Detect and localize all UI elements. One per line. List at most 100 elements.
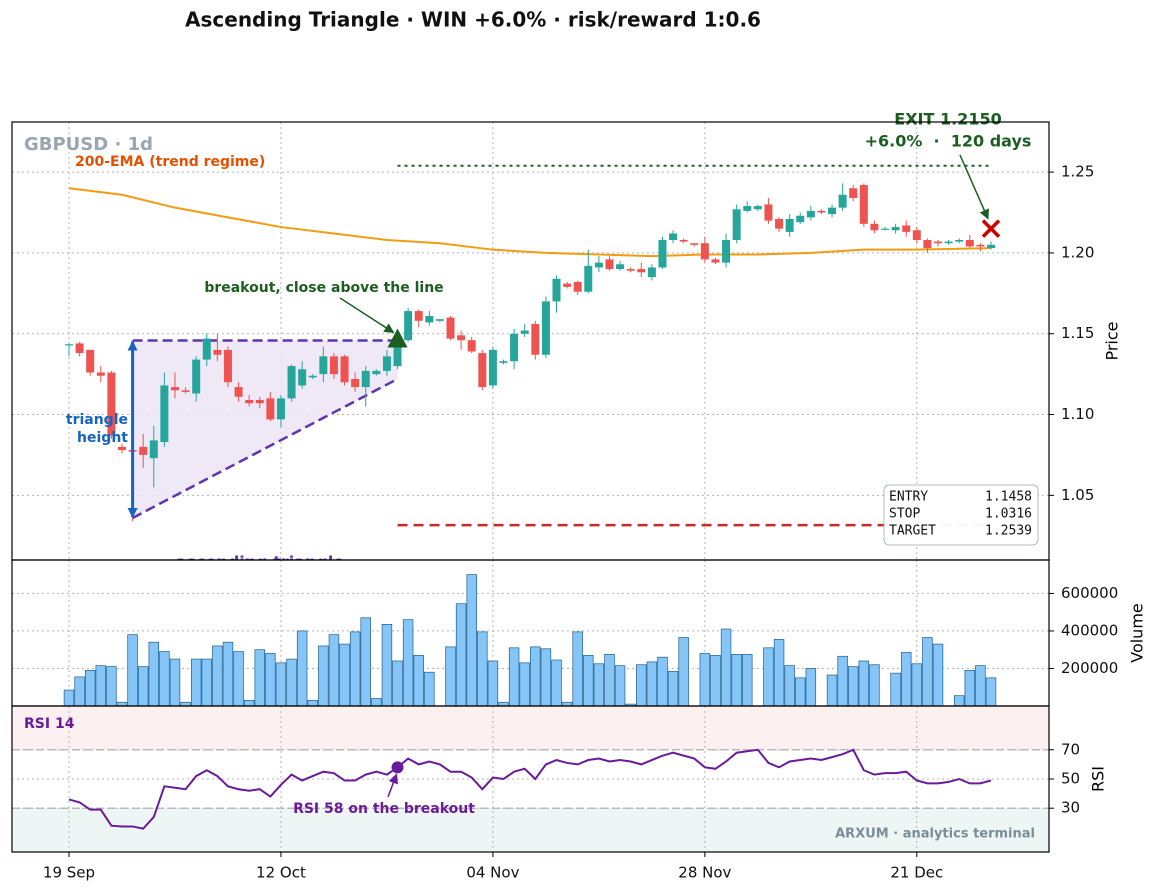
volume-bar [530,646,541,707]
volume-bar [307,700,318,707]
candle-body [690,243,699,245]
y-tick-label: 1.25 [1061,163,1094,181]
volume-bar [265,653,276,707]
volume-bar [593,663,605,707]
candle-body [170,387,179,391]
candle-body [245,399,254,404]
volume-bar [254,649,265,707]
candle-body [923,239,932,249]
y-tick-label: 1.15 [1061,324,1094,342]
candle-body [594,262,603,268]
candle-body [616,264,625,270]
candle-body [732,209,741,240]
volume-bar [636,664,647,707]
volume-bar [508,647,520,707]
volume-bar [296,630,308,707]
candle-body [393,340,402,367]
volume-bar [455,603,467,707]
chart-subtitle: GBPUSD · 1d [24,134,153,155]
info-value: 1.2539 [985,524,1032,539]
chart-title: Ascending Triangle · WIN +6.0% · risk/re… [185,8,761,32]
candle-body [329,356,338,375]
candle-body [213,349,222,355]
info-box [883,484,1039,546]
candle-body [404,311,413,341]
x-tick-label: 21 Dec [890,864,943,882]
x-tick-label: 04 Nov [466,864,519,882]
candle-body [541,301,550,355]
candle-body [912,230,921,240]
candle-body [658,239,667,268]
candle-body [520,330,529,334]
breakout-arrow [339,297,395,334]
info-value: 1.1458 [985,490,1032,505]
volume-bar [318,645,329,707]
candle-body [425,315,434,323]
y-axis-label: Price [1103,321,1122,360]
candle-body [340,356,349,383]
candle-body [838,194,847,208]
info-label: ENTRY [889,490,928,505]
candle-body [181,390,190,392]
volume-bar [795,677,806,707]
candle-body [298,369,307,386]
candle-body [65,344,73,346]
y-tick-label: 1.20 [1061,243,1094,261]
pattern-label: ascending triangle [176,553,345,572]
candle-body [764,204,773,221]
volume-bar [742,654,753,707]
volume-bar [890,672,901,707]
candle-body [785,218,794,232]
panel-bar [63,574,997,707]
volume-bar [646,661,658,707]
candle-body [107,372,116,436]
candle-body [467,340,476,352]
volume-bar [286,658,297,707]
volume-bar [932,643,944,707]
volume-bar [922,637,933,707]
volume-bar [763,647,774,707]
volume-bar [900,652,912,707]
candle-body [319,356,328,375]
y-tick-label: 200000 [1061,659,1118,677]
breakout-label: breakout, close above the line [204,280,443,296]
footer: ARXUM · analytics terminal [835,827,1035,842]
y-tick-label: 400000 [1061,621,1118,639]
volume-bar [84,669,96,707]
candle-body [987,244,995,249]
candle-body [139,446,148,455]
candle-body [902,225,911,232]
volume-bar [540,648,552,707]
breakout-marker [387,328,408,348]
volume-bar [106,666,117,707]
volume-bar [519,662,530,707]
height-label: height [77,430,128,446]
candle-body [817,210,826,213]
volume-bar [604,654,615,707]
volume-bar [869,664,880,707]
candle-body [234,387,243,397]
volume-bar [212,645,223,707]
volume-bar [848,666,859,707]
volume-bar [159,651,170,707]
panel-title: RSI 14 [24,716,75,732]
volume-bar [445,646,456,707]
candle-body [584,265,593,292]
volume-bar [551,659,562,707]
x-tick-label: 19 Sep [43,864,95,882]
volume-bar [699,653,711,707]
candle-body [287,366,296,399]
candle-body [881,228,890,230]
volume-bar [667,670,679,707]
volume-bar [275,662,287,707]
candle-body [414,311,423,321]
candle-body [722,239,731,263]
volume-bar [858,660,870,707]
y-tick-label: 70 [1061,740,1080,758]
volume-bar [678,637,689,707]
volume-bar [233,651,244,707]
volume-bar [964,669,976,707]
volume-bar [243,700,255,707]
candle-body [96,372,105,376]
candle-body [944,241,953,244]
